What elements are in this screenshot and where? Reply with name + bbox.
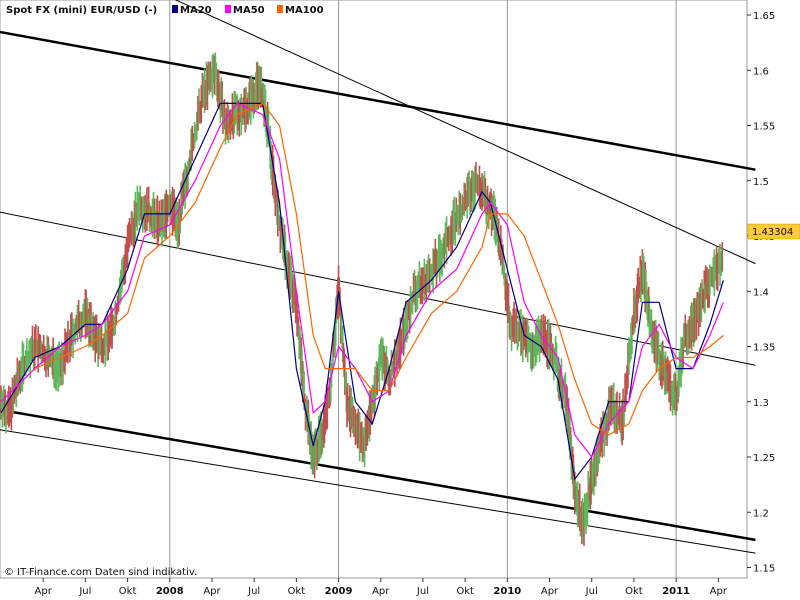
- x-tick-label: Okt: [288, 586, 306, 597]
- trendline-2: [0, 408, 756, 542]
- legend-swatch-ma100: [277, 5, 283, 13]
- legend-label-ma50: MA50: [233, 5, 265, 16]
- x-tick-label: Jul: [416, 586, 429, 597]
- x-tick-label: Jul: [585, 586, 598, 597]
- series-line-ma20: [0, 102, 724, 481]
- trendlines: [0, 0, 756, 554]
- series-line-ma100: [34, 102, 724, 436]
- chart-title: Spot FX (mini) EUR/USD (-): [6, 5, 157, 16]
- plot-area: [0, 0, 748, 579]
- y-tick-label: 1.2: [753, 508, 769, 519]
- y-tick-label: 1.35: [753, 343, 775, 354]
- x-tick-label: Jul: [78, 586, 91, 597]
- x-tick-label: Apr: [372, 586, 390, 597]
- x-tick-label: 2009: [325, 586, 353, 597]
- x-axis-ticks: Apr Jul Okt 2008 Apr Jul Okt 2009 Apr Jul Okt 2010 A…: [35, 578, 728, 597]
- y-tick-label: 1.3: [753, 398, 769, 409]
- trendline-5: [174, 0, 756, 265]
- y-tick-label: 1.6: [753, 66, 769, 77]
- y-tick-label: 1.4: [753, 287, 769, 298]
- x-tick-label: Apr: [35, 586, 53, 597]
- last-price-box: [747, 223, 800, 240]
- x-tick-label: Apr: [710, 586, 728, 597]
- x-tick-label: Apr: [541, 586, 559, 597]
- legend-label-ma20: MA20: [180, 5, 212, 16]
- x-tick-label: Apr: [203, 586, 221, 597]
- legend-swatch-ma20: [172, 5, 178, 13]
- trendline-1: [0, 30, 756, 171]
- last-price-label: 1.43304: [752, 227, 793, 238]
- y-tick-label: 1.25: [753, 453, 775, 464]
- x-tick-label: Okt: [625, 586, 643, 597]
- x-tick-label: Jul: [247, 586, 260, 597]
- legend-swatch-ma50: [225, 5, 231, 13]
- footer-copyright: © IT-Finance.com Daten sind indikativ.: [4, 567, 197, 578]
- y-tick-label: 1.5: [753, 177, 769, 188]
- trendline-4: [0, 429, 756, 554]
- legend-label-ma100: MA100: [285, 5, 324, 16]
- x-tick-label: 2008: [156, 586, 184, 597]
- y-tick-label: 1.55: [753, 122, 775, 133]
- legend: Spot FX (mini) EUR/USD (-) MA20 MA50 MA1…: [6, 5, 324, 16]
- last-price-tag: 1.43304: [747, 223, 800, 240]
- x-tick-label: 2010: [493, 586, 521, 597]
- x-tick-label: Okt: [456, 586, 474, 597]
- y-tick-label: 1.15: [753, 564, 775, 575]
- x-tick-label: 2011: [662, 586, 690, 597]
- y-tick-label: 1.65: [753, 11, 775, 22]
- x-tick-label: Okt: [119, 586, 137, 597]
- moving-average-series: [0, 102, 724, 481]
- y-axis-ticks: 1.151.21.251.31.351.41.451.51.551.61.65: [747, 11, 775, 575]
